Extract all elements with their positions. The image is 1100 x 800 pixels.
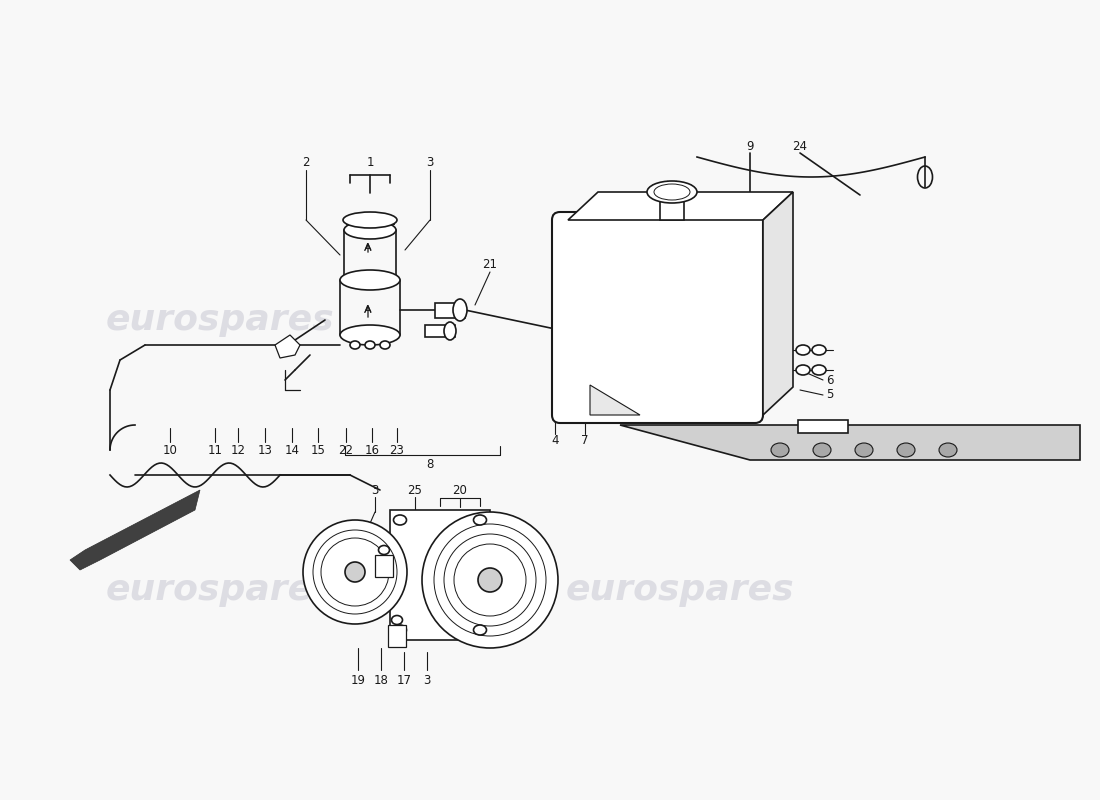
Text: 18: 18 [374, 674, 388, 686]
Text: A: A [364, 305, 372, 315]
Ellipse shape [302, 520, 407, 624]
Bar [375, 555, 393, 577]
Bar [390, 510, 490, 640]
Text: 6: 6 [826, 374, 834, 386]
Bar [388, 625, 406, 647]
Ellipse shape [344, 271, 396, 289]
Text: 1: 1 [366, 157, 374, 170]
Text: 8: 8 [427, 458, 433, 471]
Text: eurospares: eurospares [565, 303, 794, 337]
Ellipse shape [392, 615, 403, 625]
Text: 22: 22 [339, 443, 353, 457]
Text: 21: 21 [483, 258, 497, 271]
Ellipse shape [855, 443, 873, 457]
Text: 7: 7 [581, 434, 589, 446]
Ellipse shape [939, 443, 957, 457]
Ellipse shape [444, 322, 456, 340]
Text: eurospares: eurospares [106, 573, 334, 607]
Ellipse shape [771, 443, 789, 457]
Text: 16: 16 [364, 443, 380, 457]
Ellipse shape [473, 625, 486, 635]
Text: 12: 12 [231, 443, 245, 457]
Ellipse shape [473, 515, 486, 525]
Ellipse shape [340, 270, 400, 290]
Ellipse shape [378, 546, 389, 554]
Text: 13: 13 [257, 443, 273, 457]
Text: 3: 3 [424, 674, 431, 686]
Ellipse shape [453, 299, 468, 321]
Text: 14: 14 [285, 443, 299, 457]
Bar [660, 192, 684, 220]
Ellipse shape [478, 568, 502, 592]
Ellipse shape [350, 341, 360, 349]
Polygon shape [763, 192, 793, 415]
Text: 2: 2 [302, 157, 310, 170]
Text: 5: 5 [826, 389, 834, 402]
Text: 17: 17 [396, 674, 411, 686]
Text: eurospares: eurospares [565, 573, 794, 607]
Text: 10: 10 [163, 443, 177, 457]
Bar [425, 325, 455, 337]
Ellipse shape [812, 345, 826, 355]
Ellipse shape [340, 325, 400, 345]
Text: 3: 3 [427, 157, 433, 170]
Text: 20: 20 [452, 483, 468, 497]
Ellipse shape [394, 515, 407, 525]
Ellipse shape [394, 625, 407, 635]
Polygon shape [70, 490, 200, 570]
Ellipse shape [813, 443, 830, 457]
Text: 15: 15 [310, 443, 326, 457]
Polygon shape [568, 192, 793, 220]
Bar [434, 303, 465, 318]
Text: 25: 25 [408, 483, 422, 497]
Ellipse shape [796, 345, 810, 355]
Ellipse shape [379, 341, 390, 349]
Text: 11: 11 [208, 443, 222, 457]
Polygon shape [620, 425, 1080, 460]
Polygon shape [590, 385, 640, 415]
Text: 4: 4 [551, 434, 559, 446]
Ellipse shape [345, 562, 365, 582]
Text: 9: 9 [746, 141, 754, 154]
Ellipse shape [365, 341, 375, 349]
Ellipse shape [812, 365, 826, 375]
Text: eurospares: eurospares [106, 303, 334, 337]
Ellipse shape [896, 443, 915, 457]
Text: 3: 3 [372, 483, 378, 497]
FancyBboxPatch shape [552, 212, 763, 423]
Text: 23: 23 [389, 443, 405, 457]
Text: A: A [364, 243, 372, 253]
Ellipse shape [647, 181, 697, 203]
Ellipse shape [422, 512, 558, 648]
Polygon shape [275, 335, 300, 358]
Text: 24: 24 [792, 141, 807, 154]
Text: 19: 19 [351, 674, 365, 686]
Ellipse shape [654, 184, 690, 200]
Ellipse shape [343, 212, 397, 228]
Polygon shape [798, 420, 848, 433]
Ellipse shape [796, 365, 810, 375]
Ellipse shape [344, 221, 396, 239]
